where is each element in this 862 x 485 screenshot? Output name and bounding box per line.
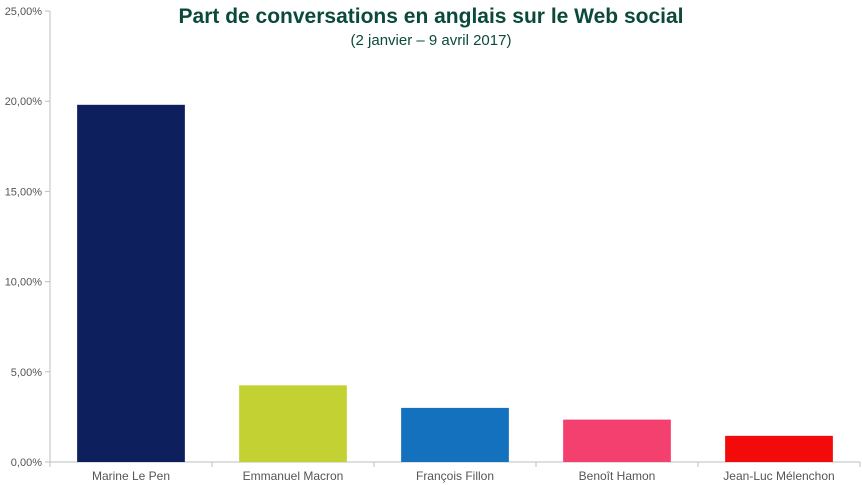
bar bbox=[401, 407, 509, 462]
y-tick-label: 0,00% bbox=[11, 457, 42, 469]
bar bbox=[77, 104, 185, 463]
y-tick-label: 10,00% bbox=[5, 277, 43, 289]
chart-title: Part de conversations en anglais sur le … bbox=[178, 5, 684, 28]
x-tick-label: Jean-Luc Mélenchon bbox=[723, 469, 834, 483]
chart-subtitle: (2 janvier – 9 avril 2017) bbox=[350, 32, 512, 49]
y-tick-label: 25,00% bbox=[5, 6, 43, 18]
y-tick-label: 15,00% bbox=[5, 186, 43, 198]
x-tick-label: Emmanuel Macron bbox=[243, 469, 344, 483]
y-tick-label: 20,00% bbox=[5, 96, 43, 108]
bar bbox=[563, 419, 671, 462]
bar bbox=[725, 435, 833, 462]
bar bbox=[239, 385, 347, 462]
x-tick-label: Marine Le Pen bbox=[92, 469, 170, 483]
y-tick-label: 5,00% bbox=[11, 367, 42, 379]
x-tick-label: Benoît Hamon bbox=[579, 469, 656, 483]
x-tick-label: François Fillon bbox=[416, 469, 494, 483]
